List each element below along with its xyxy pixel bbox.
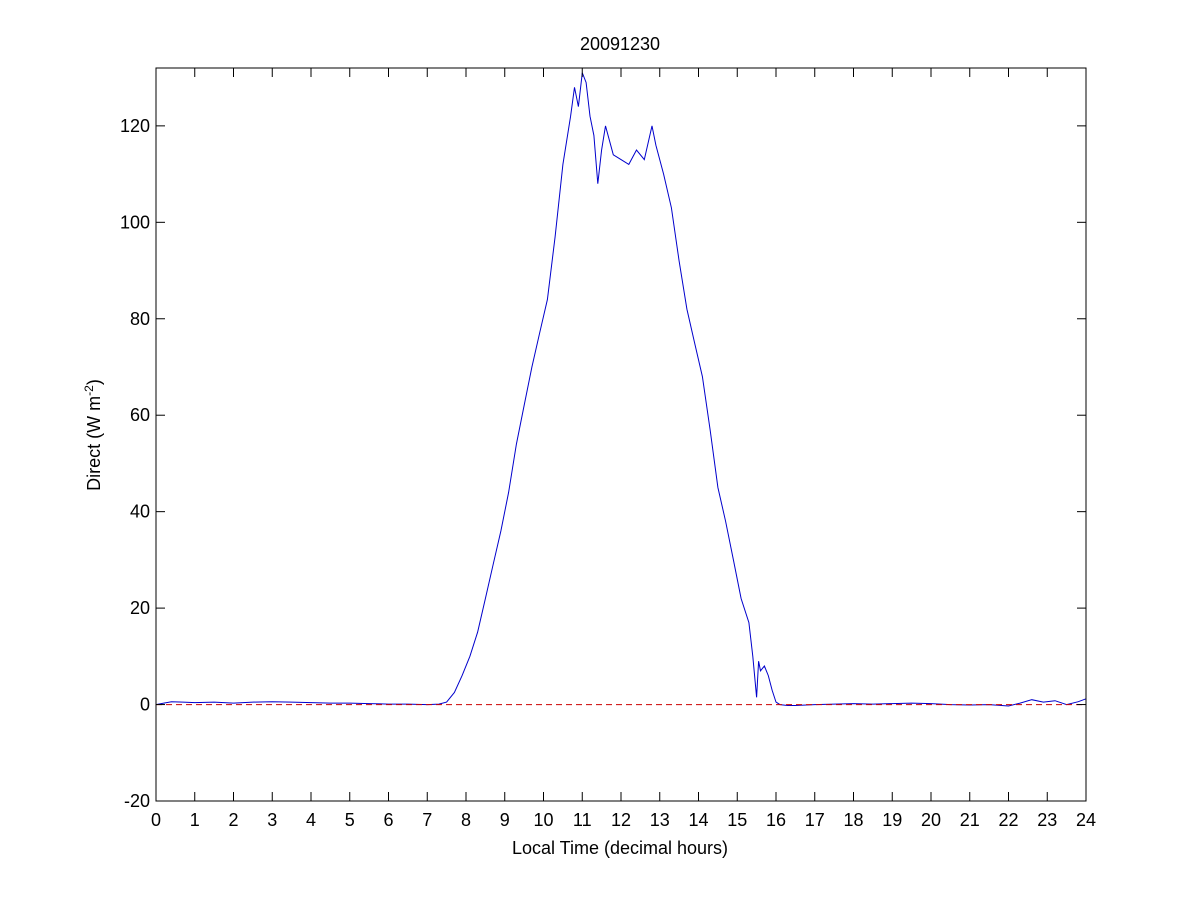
x-tick-label: 8	[461, 810, 471, 830]
x-tick-label: 3	[267, 810, 277, 830]
x-tick-label: 0	[151, 810, 161, 830]
y-tick-label: 0	[140, 695, 150, 715]
y-tick-label: 100	[120, 212, 150, 232]
x-tick-label: 20	[921, 810, 941, 830]
series-layer	[155, 72, 1087, 707]
x-tick-label: 7	[422, 810, 432, 830]
x-tick-label: 4	[306, 810, 316, 830]
y-tick-label: 80	[130, 309, 150, 329]
x-tick-label: 14	[688, 810, 708, 830]
x-tick-label: 9	[500, 810, 510, 830]
x-tick-label: 2	[228, 810, 238, 830]
y-axis: -20 0 20 40 60 80 100 120	[120, 116, 1086, 811]
plot-area-border	[155, 67, 1087, 802]
x-tick-label: 10	[533, 810, 553, 830]
series-line-0	[155, 72, 1087, 707]
chart-title: 20091230	[580, 34, 660, 54]
x-tick-label: 12	[611, 810, 631, 830]
x-tick-label: 18	[843, 810, 863, 830]
x-tick-label: 13	[650, 810, 670, 830]
y-tick-label: -20	[124, 791, 150, 811]
y-tick-label: 20	[130, 598, 150, 618]
y-tick-label: 40	[130, 502, 150, 522]
y-axis-label-superscript: -2	[82, 385, 96, 396]
x-tick-label: 15	[727, 810, 747, 830]
x-tick-label: 23	[1037, 810, 1057, 830]
x-tick-label: 5	[345, 810, 355, 830]
x-tick-label: 19	[882, 810, 902, 830]
y-tick-label: 120	[120, 116, 150, 136]
x-tick-label: 1	[190, 810, 200, 830]
x-tick-label: 6	[383, 810, 393, 830]
x-tick-label: 17	[805, 810, 825, 830]
x-axis: 0 1 2 3 4 5 6 7 8 9 10 11 12 13 14 15 16 17 18 19 20 21 22 23 24	[151, 68, 1096, 830]
y-axis-label: Direct (W m-2)	[82, 379, 104, 491]
x-tick-label: 21	[960, 810, 980, 830]
x-tick-label: 16	[766, 810, 786, 830]
y-axis-label-close: )	[84, 379, 104, 385]
x-tick-label: 11	[573, 810, 592, 830]
y-tick-label: 60	[130, 405, 150, 425]
y-axis-label-base: Direct (W m	[84, 396, 104, 491]
x-tick-label: 22	[998, 810, 1018, 830]
x-tick-label: 24	[1076, 810, 1096, 830]
x-axis-label: Local Time (decimal hours)	[512, 838, 728, 858]
